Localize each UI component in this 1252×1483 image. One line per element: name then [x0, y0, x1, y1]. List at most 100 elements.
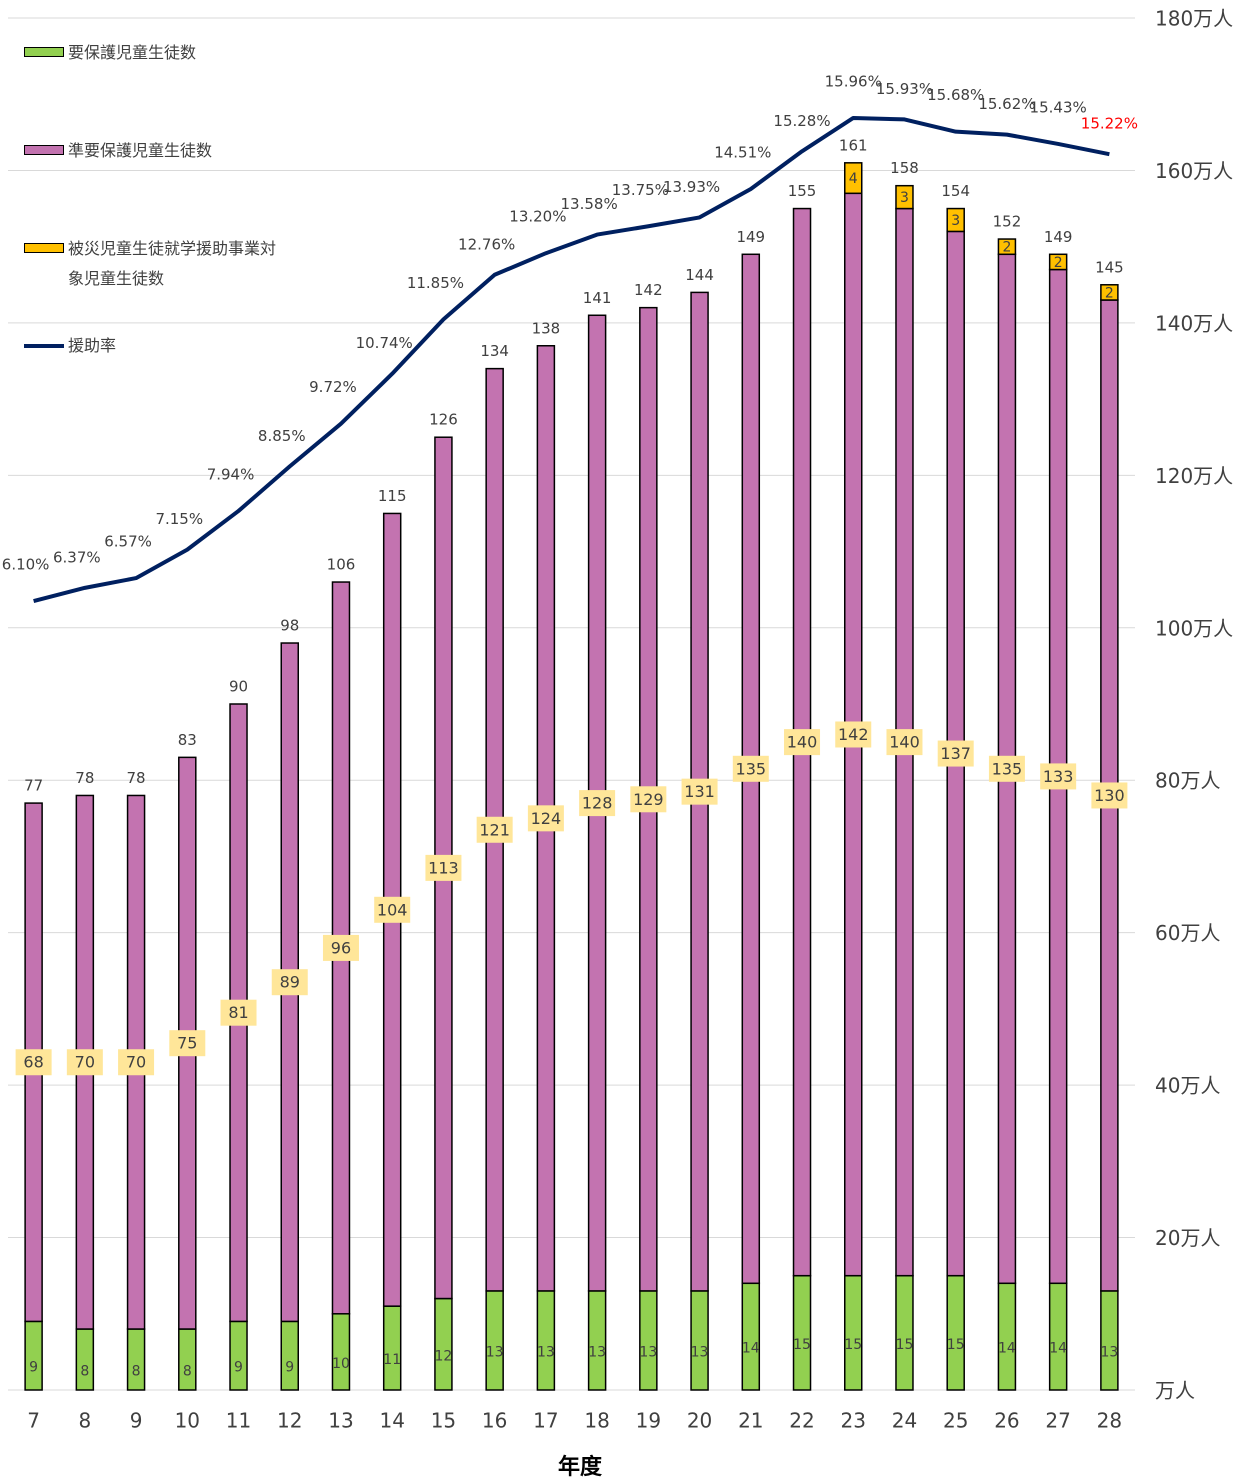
legend-label: 被災児童生徒就学援助事業対象児童生徒数: [68, 239, 277, 288]
bar-segment: [1100, 1290, 1119, 1391]
total-label: 141: [583, 289, 612, 307]
bar-segment: [24, 1320, 43, 1391]
data-label: 13: [639, 1344, 657, 1360]
total-label: 126: [429, 411, 458, 429]
data-label: 13: [486, 1344, 504, 1360]
x-tick-label: 28: [1097, 1409, 1122, 1433]
total-label: 78: [75, 769, 94, 787]
x-tick-label: 10: [175, 1409, 200, 1433]
label-box: [784, 729, 821, 756]
bar-segment: [331, 1313, 351, 1391]
total-label: 78: [127, 769, 146, 787]
y-tick-label: 180万人: [1155, 7, 1233, 31]
label-box: [988, 755, 1025, 782]
bar-segment: [434, 1297, 453, 1391]
data-label: 11: [383, 1352, 401, 1368]
bar-segment: [1100, 284, 1119, 301]
data-label: 14: [998, 1341, 1016, 1357]
data-label: 89: [280, 973, 300, 992]
y-tick-label: 60万人: [1155, 921, 1220, 945]
data-label: 13: [691, 1344, 709, 1360]
line-label: 13.93%: [663, 178, 720, 196]
line-label: 15.28%: [773, 112, 830, 130]
line-label: 15.43%: [1030, 98, 1087, 116]
legend-swatch: [24, 47, 64, 57]
data-label: 121: [479, 820, 510, 839]
data-label: 14: [742, 1341, 760, 1357]
y-tick-label: 万人: [1155, 1379, 1195, 1403]
data-label: 8: [183, 1364, 192, 1380]
data-label: 9: [234, 1360, 243, 1376]
total-label: 155: [788, 182, 817, 200]
data-label: 13: [1100, 1344, 1118, 1360]
line-label: 13.20%: [509, 208, 566, 226]
line-label: 13.75%: [612, 181, 669, 199]
legend-label: 要保護児童生徒数: [68, 43, 197, 62]
data-label: 3: [951, 213, 960, 229]
data-label: 8: [80, 1364, 89, 1380]
data-label: 137: [940, 744, 971, 763]
data-label: 8: [132, 1364, 141, 1380]
data-label: 12: [435, 1348, 453, 1364]
line-label: 14.51%: [714, 144, 771, 162]
data-label: 13: [537, 1344, 555, 1360]
y-tick-label: 80万人: [1155, 769, 1220, 793]
data-label: 15: [844, 1337, 862, 1353]
x-tick-label: 7: [27, 1409, 40, 1433]
label-box: [886, 729, 923, 756]
total-label: 90: [229, 678, 248, 696]
x-tick-label: 21: [738, 1409, 763, 1433]
line-label: 7.15%: [155, 510, 203, 528]
data-label: 135: [736, 759, 767, 778]
bar-segment: [741, 1282, 761, 1391]
x-tick-label: 20: [687, 1409, 712, 1433]
line-label: 6.37%: [53, 548, 101, 566]
total-label: 142: [634, 281, 663, 299]
legend-swatch: [24, 243, 64, 253]
x-tick-label: 14: [379, 1409, 404, 1433]
data-label: 68: [23, 1053, 43, 1072]
data-label: 3: [900, 190, 909, 206]
legend-item: 被災児童生徒就学援助事業対象児童生徒数: [24, 234, 284, 294]
y-tick-label: 140万人: [1155, 311, 1233, 335]
legend-item: 要保護児童生徒数: [24, 38, 284, 68]
y-tick-label: 40万人: [1155, 1074, 1220, 1098]
data-label: 140: [889, 733, 920, 752]
legend-swatch: [24, 344, 64, 348]
label-box: [322, 934, 359, 961]
total-label: 161: [839, 136, 868, 154]
x-tick-label: 9: [130, 1409, 143, 1433]
label-box: [937, 740, 974, 767]
y-tick-label: 160万人: [1155, 159, 1233, 183]
data-label: 75: [177, 1034, 197, 1053]
label-box: [630, 786, 667, 813]
x-tick-label: 25: [943, 1409, 968, 1433]
data-label: 9: [285, 1360, 294, 1376]
total-label: 106: [327, 556, 356, 574]
total-label: 152: [993, 213, 1022, 231]
total-label: 98: [280, 617, 299, 635]
legend-label: 準要保護児童生徒数: [68, 141, 213, 160]
data-label: 131: [684, 782, 715, 801]
data-label: 130: [1094, 786, 1125, 805]
legend-swatch: [24, 145, 64, 155]
line-label: 15.68%: [927, 86, 984, 104]
x-tick-label: 15: [431, 1409, 456, 1433]
data-label: 2: [1105, 285, 1114, 301]
bar-segment: [229, 1320, 248, 1391]
total-label: 154: [941, 182, 970, 200]
total-label: 158: [890, 159, 919, 177]
bar-segment: [997, 238, 1017, 256]
total-label: 83: [178, 731, 197, 749]
total-label: 115: [378, 487, 407, 505]
data-label: 81: [228, 1003, 248, 1022]
x-tick-label: 12: [277, 1409, 302, 1433]
data-label: 9: [29, 1360, 38, 1376]
data-label: 129: [633, 790, 664, 809]
legend-item: 準要保護児童生徒数: [24, 136, 284, 166]
data-label: 15: [896, 1337, 914, 1353]
line-label: 8.85%: [258, 427, 306, 445]
total-label: 138: [532, 319, 561, 337]
data-label: 142: [838, 725, 869, 744]
